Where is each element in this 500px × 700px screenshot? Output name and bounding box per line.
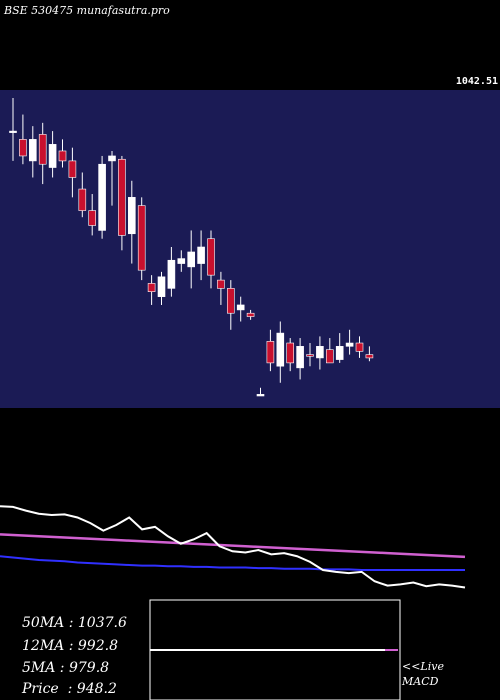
legend-ma5-value: 979.8	[68, 660, 110, 676]
chart-title: BSE 530475 munafasutra.pro	[4, 4, 170, 17]
candle-body	[88, 210, 96, 226]
legend-ma5-label: 5MA	[22, 660, 56, 676]
candle-body	[345, 342, 354, 347]
candle-body	[48, 144, 57, 168]
legend-price-label: Price	[22, 681, 59, 697]
candle-body	[207, 238, 215, 276]
candle-body	[157, 276, 166, 297]
candle-body	[246, 312, 255, 317]
price-line	[0, 505, 466, 589]
legend-ma50-value: 1037.6	[77, 615, 127, 631]
candle-body	[266, 341, 275, 364]
candle-body	[197, 246, 205, 264]
candle-body	[108, 155, 116, 162]
candle-body	[365, 354, 374, 359]
candle-body	[306, 354, 314, 357]
candle-body	[256, 394, 265, 397]
candle-body	[9, 130, 17, 133]
ma12-line	[0, 555, 465, 571]
candle-body	[316, 346, 324, 359]
candle-body	[335, 346, 344, 360]
candle-body	[118, 158, 126, 236]
macd-name: MACD	[402, 675, 439, 688]
candle-body	[286, 342, 295, 364]
candle-body	[236, 304, 245, 311]
ma50-line	[0, 533, 466, 559]
candle-body	[187, 251, 195, 268]
legend-ma12: 12MA : 992.8	[22, 638, 118, 654]
candle-body	[78, 188, 87, 211]
candle-body	[296, 346, 304, 369]
legend-ma12-label: 12MA	[22, 638, 65, 654]
candle-body	[276, 332, 285, 367]
candle-body	[355, 342, 364, 352]
candle-body	[28, 139, 37, 162]
candle-body	[137, 205, 146, 271]
candle-body	[167, 259, 176, 289]
main-panel	[0, 90, 500, 408]
legend-ma50: 50MA : 1037.6	[22, 615, 127, 631]
legend-ma12-value: 992.8	[77, 638, 118, 654]
candle-body	[98, 163, 106, 231]
candle-body	[177, 258, 186, 264]
price-label: 1042.51	[455, 76, 498, 87]
legend-ma5: 5MA : 979.8	[22, 660, 110, 676]
legend-price-value: 948.2	[76, 681, 117, 697]
candle-body	[58, 150, 67, 162]
macd-live-label: <<Live	[402, 660, 444, 673]
legend-price: Price : 948.2	[22, 681, 117, 697]
candle-body	[19, 139, 27, 157]
candle-body	[217, 279, 225, 289]
candle-body	[325, 349, 334, 364]
candle-body	[128, 197, 136, 235]
candle-body	[147, 283, 156, 292]
candle-body	[68, 160, 77, 178]
candle-body	[38, 134, 47, 165]
candle-body	[227, 288, 235, 314]
legend-ma50-label: 50MA	[22, 615, 65, 631]
